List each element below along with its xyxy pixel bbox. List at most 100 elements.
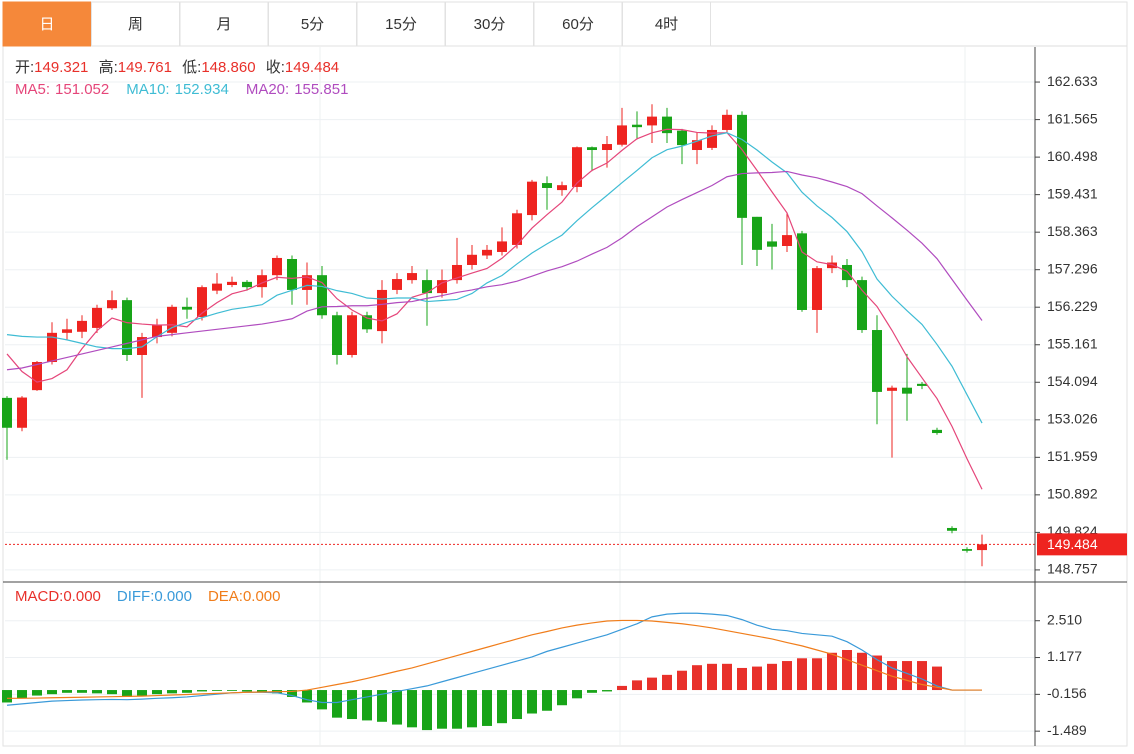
macd-bar bbox=[62, 690, 72, 693]
tab[interactable] bbox=[91, 1, 180, 47]
tab[interactable] bbox=[2, 1, 92, 47]
macd-bar bbox=[77, 690, 87, 693]
candle-body bbox=[32, 362, 42, 391]
ma-line bbox=[6, 132, 983, 424]
candle-body bbox=[587, 147, 597, 151]
tab-label[interactable]: 15分 bbox=[385, 16, 417, 33]
macd-bar bbox=[107, 690, 117, 695]
macd-bar bbox=[212, 690, 222, 691]
macd-bar bbox=[242, 690, 252, 692]
tab-label[interactable]: 4时 bbox=[655, 16, 678, 33]
tab[interactable] bbox=[268, 1, 357, 47]
ma-line bbox=[6, 128, 983, 490]
candle-body bbox=[797, 233, 807, 310]
ma-line bbox=[6, 170, 983, 371]
candle-body bbox=[2, 397, 12, 428]
candle-body bbox=[122, 300, 132, 355]
legend-value: 0.000 bbox=[243, 588, 281, 605]
candle-body bbox=[722, 114, 732, 130]
label: 开: bbox=[15, 59, 34, 76]
candle-body bbox=[887, 387, 897, 391]
candle-body bbox=[932, 429, 942, 434]
macd-bar bbox=[722, 663, 732, 691]
candle-body bbox=[152, 325, 162, 338]
candle-body bbox=[827, 262, 837, 269]
tab[interactable] bbox=[622, 1, 711, 47]
candle-body bbox=[77, 320, 87, 332]
candle-body bbox=[512, 213, 522, 245]
macd-bar bbox=[257, 690, 267, 693]
candle-body bbox=[632, 124, 642, 128]
macd-bar bbox=[347, 690, 357, 720]
tab-label[interactable]: 月 bbox=[216, 16, 231, 33]
macd-bar bbox=[197, 690, 207, 692]
macd-bar bbox=[752, 666, 762, 691]
candle-body bbox=[557, 185, 567, 191]
candle-body bbox=[707, 129, 717, 148]
macd-bar bbox=[92, 690, 102, 694]
tab[interactable] bbox=[533, 1, 623, 47]
macd-bar bbox=[512, 690, 522, 720]
macd-bar bbox=[812, 658, 822, 691]
grid: 162.633 161.565 160.498 159.431 158.363 157.2… bbox=[5, 73, 1098, 738]
value: 149.484 bbox=[285, 59, 339, 76]
macd-bar bbox=[2, 690, 12, 703]
candle-body bbox=[227, 281, 237, 286]
candle-body bbox=[482, 249, 492, 256]
y-tick-label: 150.892 bbox=[1047, 486, 1098, 502]
y-tick-label: -1.489 bbox=[1047, 722, 1087, 738]
macd-bar bbox=[122, 690, 132, 697]
tab-label[interactable]: 30分 bbox=[474, 16, 506, 33]
macd-line bbox=[6, 612, 982, 706]
candle-body bbox=[287, 259, 297, 290]
tab-label[interactable]: 5分 bbox=[301, 16, 324, 33]
tab[interactable] bbox=[356, 1, 446, 47]
macd-bar bbox=[137, 690, 147, 696]
candle-body bbox=[812, 268, 822, 310]
candle-body bbox=[347, 315, 357, 355]
candle-body bbox=[212, 283, 222, 291]
macd-bar bbox=[842, 650, 852, 691]
legend-entry: DEA:0.000 bbox=[208, 588, 281, 605]
tab-label[interactable]: 日 bbox=[39, 16, 54, 33]
candle-body bbox=[257, 275, 267, 288]
macd-bar bbox=[422, 690, 432, 731]
candle-body bbox=[167, 306, 177, 333]
label: 收: bbox=[266, 59, 285, 76]
candle-body bbox=[692, 140, 702, 151]
macd-bar bbox=[317, 690, 327, 710]
y-tick-label: 158.363 bbox=[1047, 223, 1098, 239]
tabs: 日 周 月 5分 15分 30分 60分 4时 bbox=[2, 1, 711, 47]
y-tick-label: 148.757 bbox=[1047, 561, 1098, 577]
value: 149.321 bbox=[34, 59, 88, 76]
macd-bar bbox=[602, 690, 612, 692]
macd-bar bbox=[932, 666, 942, 691]
candle-body bbox=[977, 544, 987, 551]
macd-bar bbox=[797, 658, 807, 691]
y-tick-label: 1.177 bbox=[1047, 648, 1082, 664]
tab[interactable] bbox=[445, 1, 534, 47]
candle-body bbox=[452, 264, 462, 281]
candle-body bbox=[947, 527, 957, 531]
y-tick-label: 162.633 bbox=[1047, 73, 1098, 89]
candle-body bbox=[872, 330, 882, 392]
candle-body bbox=[137, 337, 147, 355]
candle-body bbox=[527, 181, 537, 216]
tab-label[interactable]: 60分 bbox=[562, 16, 594, 33]
macd-bar bbox=[902, 661, 912, 691]
y-tick-label: -0.156 bbox=[1047, 685, 1087, 701]
macd-bar bbox=[857, 652, 867, 691]
macd-bar bbox=[482, 690, 492, 726]
candle-body bbox=[782, 235, 792, 246]
tab[interactable] bbox=[179, 1, 269, 47]
tab-label[interactable]: 周 bbox=[128, 16, 143, 33]
legend-name: MA5: bbox=[15, 81, 50, 98]
legend-value: 151.052 bbox=[55, 81, 109, 98]
macd-bar bbox=[407, 690, 417, 728]
macd-bar bbox=[167, 690, 177, 694]
macd-bar bbox=[587, 690, 597, 693]
macd-bar bbox=[527, 690, 537, 714]
macd-bar bbox=[17, 690, 27, 699]
